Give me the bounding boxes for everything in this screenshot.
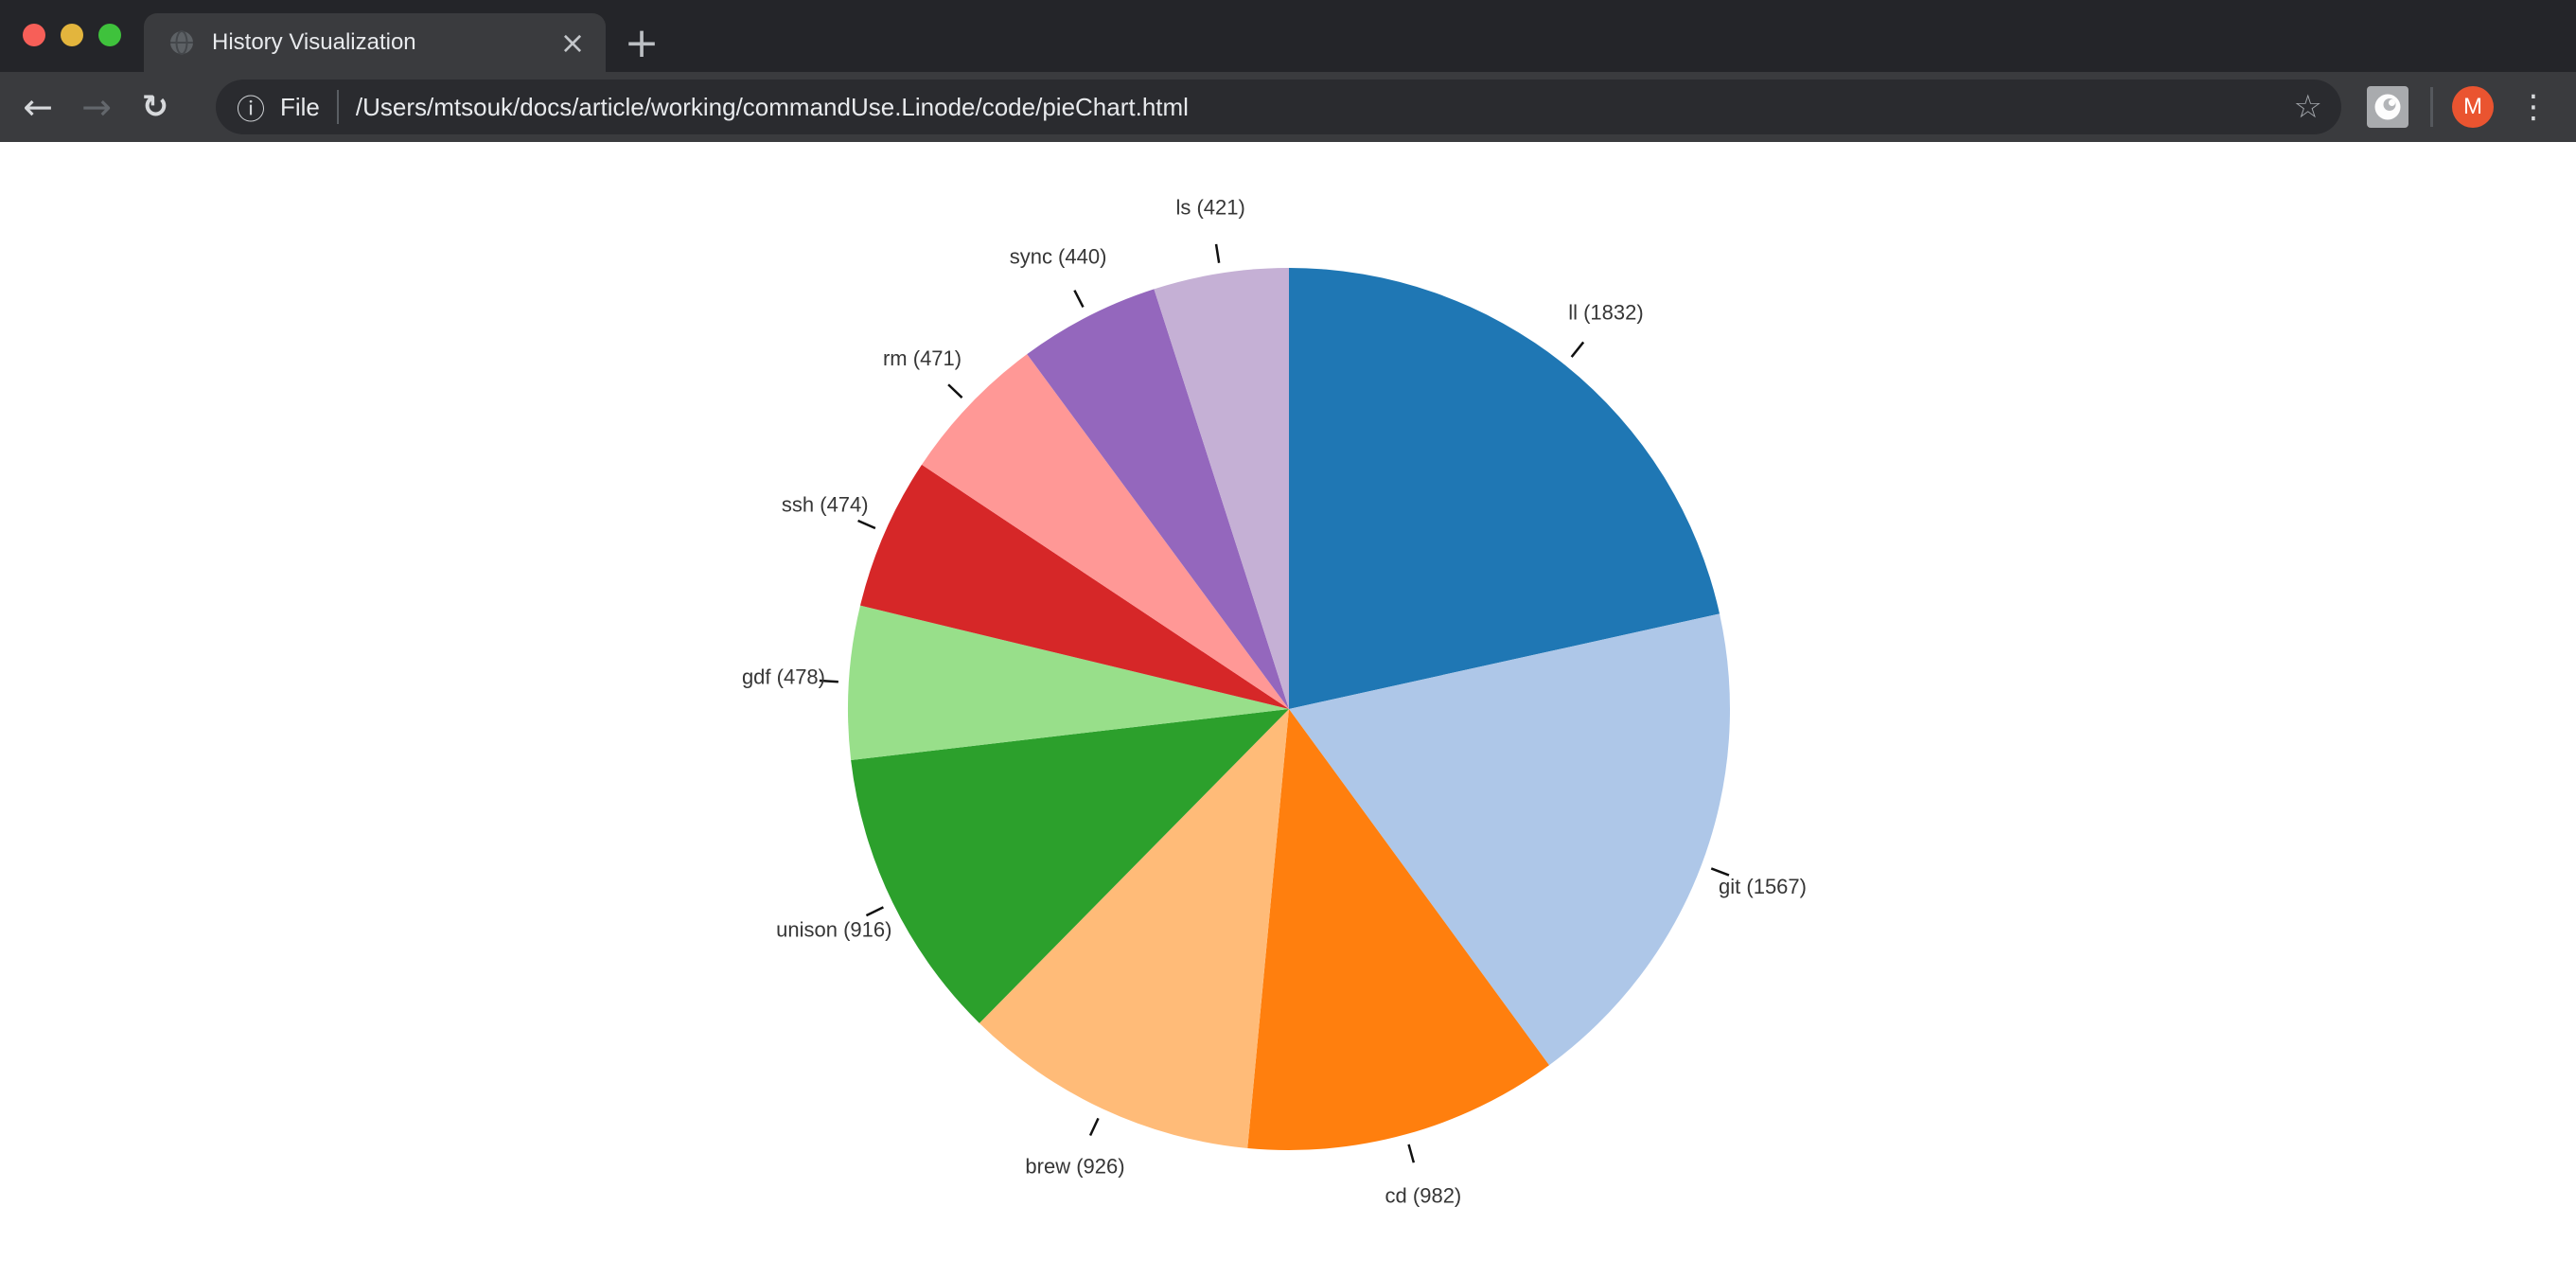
tab-title: History Visualization <box>212 29 416 55</box>
pie-slice-ls <box>1154 268 1289 709</box>
pie-slice-gdf <box>848 605 1289 760</box>
slice-tick-sync <box>1073 290 1085 309</box>
pie-slice-brew <box>979 709 1289 1148</box>
slice-label-brew: brew (926) <box>1025 1155 1124 1179</box>
slice-label-ssh: ssh (474) <box>782 493 869 517</box>
slice-label-cd: cd (982) <box>1385 1184 1462 1208</box>
slice-label-rm: rm (471) <box>883 346 962 370</box>
slice-tick-rm <box>947 383 963 399</box>
slice-label-ls: ls (421) <box>1175 195 1244 219</box>
toolbar-separator <box>2430 87 2433 127</box>
tab-strip: History Visualization × + <box>0 0 2576 72</box>
window-controls <box>23 24 121 46</box>
slice-tick-brew <box>1088 1117 1100 1137</box>
browser-tab[interactable]: History Visualization × <box>144 13 606 72</box>
address-bar[interactable]: ⓘ File /Users/mtsouk/docs/article/workin… <box>216 80 2341 134</box>
pie-slice-ssh <box>860 464 1289 709</box>
window-minimize-button[interactable] <box>61 24 83 46</box>
browser-menu-icon[interactable]: ⋮ <box>2517 88 2550 126</box>
slice-label-ll: ll (1832) <box>1568 301 1643 325</box>
browser-toolbar: ← → ↻ ⓘ File /Users/mtsouk/docs/article/… <box>0 72 2576 142</box>
avatar-letter: M <box>2463 94 2482 119</box>
window-close-button[interactable] <box>23 24 45 46</box>
url-text[interactable]: /Users/mtsouk/docs/article/working/comma… <box>355 92 1189 121</box>
slice-tick-unison <box>865 906 884 917</box>
globe-icon <box>170 30 193 55</box>
slice-label-unison: unison (916) <box>776 918 891 942</box>
slice-tick-ll <box>1570 341 1585 358</box>
pie-slice-unison <box>851 709 1289 1023</box>
slice-tick-cd <box>1407 1144 1416 1163</box>
pie-slice-ll <box>1289 268 1720 709</box>
forward-icon: → <box>81 86 112 128</box>
url-separator <box>336 90 339 124</box>
slice-tick-ls <box>1214 243 1221 263</box>
extension-icon[interactable] <box>2367 86 2408 128</box>
reload-icon[interactable]: ↻ <box>141 88 169 126</box>
window-zoom-button[interactable] <box>98 24 121 46</box>
new-tab-button[interactable]: + <box>624 18 660 67</box>
tab-close-icon[interactable]: × <box>559 25 586 61</box>
slice-tick-ssh <box>857 519 876 530</box>
slice-tick-gdf <box>819 679 838 683</box>
url-scheme-label: File <box>280 92 320 121</box>
pie-slice-sync <box>1027 289 1289 709</box>
slice-label-gdf: gdf (478) <box>742 665 825 689</box>
slice-label-git: git (1567) <box>1719 875 1807 898</box>
page-info-icon[interactable]: ⓘ <box>237 94 265 127</box>
page-content: ll (1832) git (1567) cd (982) brew (926) uni… <box>0 142 2576 1277</box>
slice-label-sync: sync (440) <box>1010 245 1107 269</box>
pie-chart-svg: ll (1832) git (1567) cd (982) brew (926) uni… <box>742 195 1807 1208</box>
slice-tick-git <box>1710 867 1730 877</box>
profile-avatar[interactable]: M <box>2452 86 2494 128</box>
bookmark-star-icon[interactable]: ☆ <box>2293 88 2322 126</box>
back-icon[interactable]: ← <box>23 86 53 128</box>
pie-slice-rm <box>922 354 1289 709</box>
pie-slice-cd <box>1247 709 1549 1151</box>
pie-slice-git <box>1289 613 1730 1066</box>
